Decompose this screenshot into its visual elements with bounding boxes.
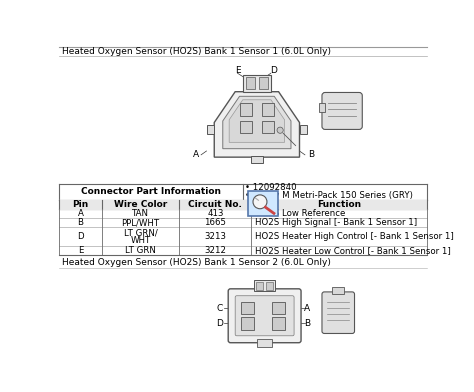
Bar: [207, 125, 214, 134]
Text: LT GRN/: LT GRN/: [124, 228, 157, 237]
Bar: [319, 103, 325, 113]
Text: Function: Function: [317, 200, 361, 209]
Text: B: B: [78, 218, 83, 227]
Text: LT GRN: LT GRN: [125, 246, 156, 255]
Text: Wire Color: Wire Color: [114, 200, 167, 209]
Bar: [273, 302, 285, 314]
Bar: [262, 121, 274, 133]
Text: E: E: [235, 66, 240, 75]
Polygon shape: [229, 100, 284, 142]
Text: Circuit No.: Circuit No.: [189, 200, 242, 209]
Text: HO2S Heater Low Control [- Bank 1 Sensor 1]: HO2S Heater Low Control [- Bank 1 Sensor…: [255, 246, 450, 255]
Text: D: D: [77, 232, 84, 241]
Circle shape: [253, 195, 267, 209]
Text: A: A: [304, 303, 310, 312]
Bar: [59, 56, 427, 184]
Bar: [259, 77, 268, 89]
Bar: [241, 302, 254, 314]
FancyBboxPatch shape: [322, 292, 355, 334]
Bar: [300, 125, 307, 134]
Text: HO2S Low Reference: HO2S Low Reference: [255, 209, 345, 218]
FancyBboxPatch shape: [228, 289, 301, 343]
Bar: [262, 103, 274, 116]
Text: 1665: 1665: [204, 218, 227, 227]
Text: PPL/WHT: PPL/WHT: [121, 218, 160, 227]
FancyBboxPatch shape: [322, 93, 362, 129]
Text: 413: 413: [207, 209, 224, 218]
Bar: [251, 156, 263, 163]
Text: TAN: TAN: [132, 209, 149, 218]
Text: HO2S Heater High Control [- Bank 1 Sensor 1]: HO2S Heater High Control [- Bank 1 Senso…: [255, 232, 453, 241]
Text: D: D: [271, 66, 277, 75]
Bar: [332, 287, 345, 294]
Bar: [243, 75, 271, 92]
Text: A: A: [193, 151, 200, 159]
Text: 3212: 3212: [204, 246, 227, 255]
Bar: [240, 121, 252, 133]
Text: Connector Part Information: Connector Part Information: [81, 187, 221, 196]
Text: B: B: [308, 151, 314, 159]
Bar: [241, 317, 254, 330]
Bar: [273, 317, 285, 330]
Text: Heated Oxygen Sensor (HO2S) Bank 1 Sensor 1 (6.0L Only): Heated Oxygen Sensor (HO2S) Bank 1 Senso…: [62, 47, 330, 56]
Text: HO2S High Signal [- Bank 1 Sensor 1]: HO2S High Signal [- Bank 1 Sensor 1]: [255, 218, 417, 227]
Text: E: E: [78, 246, 83, 255]
Circle shape: [277, 127, 283, 133]
Bar: [256, 282, 263, 290]
Polygon shape: [223, 96, 291, 149]
FancyBboxPatch shape: [248, 191, 278, 216]
Bar: [59, 200, 427, 209]
Text: WHT: WHT: [130, 236, 151, 245]
Text: • 12092840: • 12092840: [245, 183, 297, 192]
Polygon shape: [214, 92, 300, 157]
Bar: [266, 282, 273, 290]
Bar: [257, 339, 273, 347]
Text: Heated Oxygen Sensor (HO2S) Bank 1 Sensor 2 (6.0L Only): Heated Oxygen Sensor (HO2S) Bank 1 Senso…: [62, 258, 330, 267]
Bar: [240, 103, 252, 116]
Text: • 5 Way M Metri-Pack 150 Series (GRY): • 5 Way M Metri-Pack 150 Series (GRY): [245, 191, 413, 200]
Text: A: A: [78, 209, 83, 218]
Text: C: C: [217, 303, 223, 312]
Text: 3213: 3213: [204, 232, 227, 241]
Bar: [254, 280, 275, 291]
Text: Pin: Pin: [73, 200, 89, 209]
Text: D: D: [216, 319, 223, 328]
Bar: [246, 77, 255, 89]
FancyBboxPatch shape: [235, 296, 294, 336]
Text: B: B: [304, 319, 310, 328]
